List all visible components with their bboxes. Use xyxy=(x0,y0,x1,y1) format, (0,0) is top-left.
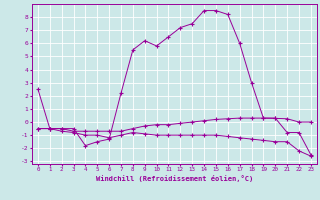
X-axis label: Windchill (Refroidissement éolien,°C): Windchill (Refroidissement éolien,°C) xyxy=(96,175,253,182)
